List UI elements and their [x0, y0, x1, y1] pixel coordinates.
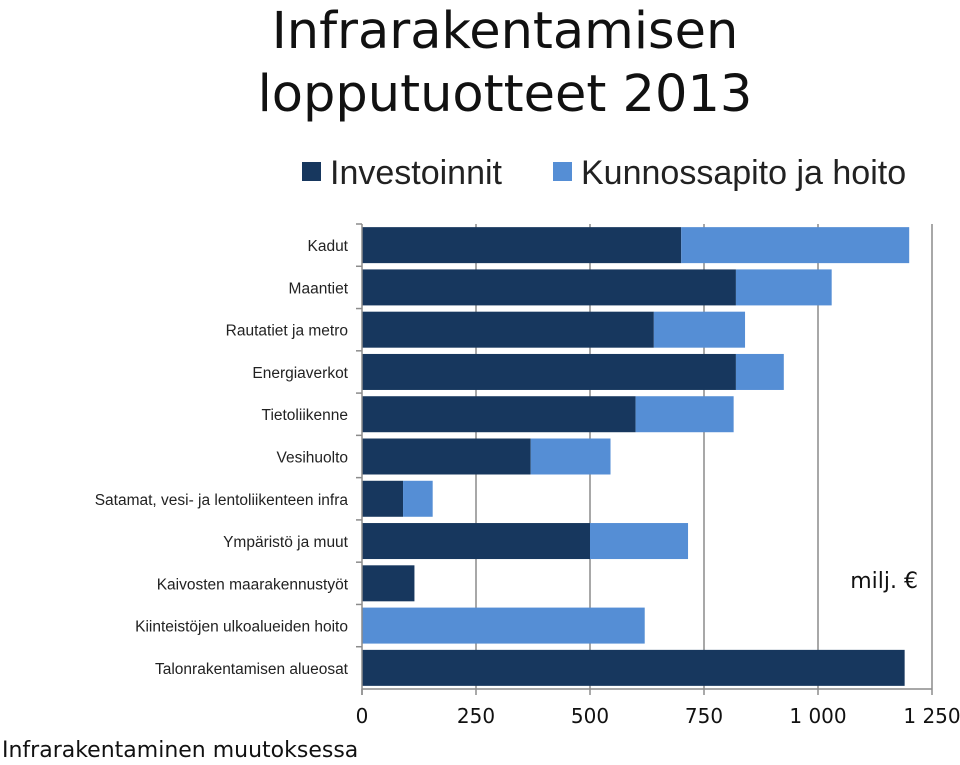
bars: [362, 227, 910, 686]
chart-legend: Investoinnit Kunnossapito ja hoito: [302, 154, 906, 192]
category-label: Satamat, vesi- ja lentoliikenteen infra: [95, 492, 349, 509]
category-label: Ympäristö ja muut: [223, 534, 349, 551]
bar-kunnossapito-4: [635, 396, 734, 433]
bar-kunnossapito-7: [590, 523, 689, 560]
bar-investoinnit-3: [362, 353, 736, 390]
category-label: Talonrakentamisen alueosat: [155, 661, 349, 678]
x-tick-label: 0: [356, 704, 369, 728]
category-label: Rautatiet ja metro: [226, 323, 348, 340]
x-tick-labels: 0 250 500 750 1 000 1 250: [356, 689, 960, 728]
bar-investoinnit-4: [362, 396, 636, 433]
bar-kunnossapito-1: [735, 269, 832, 306]
x-tick-label: 250: [457, 704, 495, 728]
x-tick-label: 500: [571, 704, 609, 728]
bar-investoinnit-2: [362, 311, 654, 348]
bar-kunnossapito-2: [653, 311, 746, 348]
x-tick-label: 1 250: [903, 704, 960, 728]
bar-kunnossapito-6: [403, 480, 433, 517]
category-label: Kadut: [307, 238, 348, 255]
axes: [356, 223, 932, 695]
category-label: Energiaverkot: [252, 365, 348, 382]
legend-label-1: Kunnossapito ja hoito: [581, 154, 906, 192]
bar-investoinnit-8: [362, 565, 415, 602]
bar-investoinnit-7: [362, 523, 590, 560]
category-label: Vesihuolto: [276, 450, 348, 467]
bar-investoinnit-1: [362, 269, 736, 306]
category-label: Tietoliikenne: [262, 407, 348, 424]
bar-kunnossapito-9: [362, 607, 645, 644]
bar-kunnossapito-5: [530, 438, 611, 475]
bar-investoinnit-10: [362, 649, 905, 686]
x-tick-label: 750: [685, 704, 723, 728]
legend-swatch-1: [553, 162, 572, 181]
bar-kunnossapito-0: [681, 227, 910, 264]
bar-investoinnit-6: [362, 480, 404, 517]
bar-kunnossapito-3: [735, 353, 784, 390]
unit-label: milj. €: [850, 569, 918, 594]
legend-label-0: Investoinnit: [330, 154, 503, 192]
category-label: Maantiet: [289, 280, 349, 297]
bar-investoinnit-5: [362, 438, 531, 475]
page-title: Infrarakentamisen lopputuotteet 2013: [257, 2, 753, 124]
bar-investoinnit-0: [362, 227, 682, 264]
legend-swatch-0: [302, 162, 321, 181]
category-label: Kiinteistöjen ulkoalueiden hoito: [135, 619, 348, 636]
x-tick-label: 1 000: [789, 704, 846, 728]
category-labels: Kadut Maantiet Rautatiet ja metro Energiave…: [95, 238, 349, 678]
category-label: Kaivosten maarakennustyöt: [157, 576, 349, 593]
footer-text: Infrarakentaminen muutoksessa: [2, 738, 359, 763]
